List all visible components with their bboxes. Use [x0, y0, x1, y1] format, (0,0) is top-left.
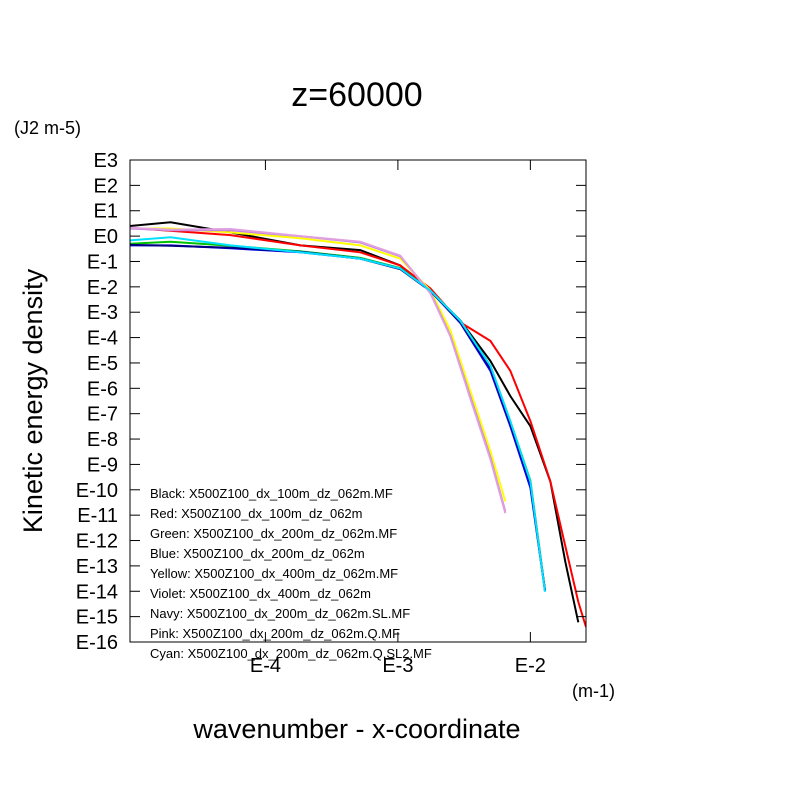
chart-title: z=60000	[291, 76, 422, 114]
legend-entry: Navy: X500Z100_dx_200m_dz_062m.SL.MF	[150, 606, 410, 621]
y-tick-label: E-4	[87, 328, 118, 350]
x-tick-label: E-2	[515, 655, 546, 677]
y-tick-label: E-16	[76, 632, 118, 654]
legend-entry: Pink: X500Z100_dx_200m_dz_062m.Q.MF	[150, 626, 400, 641]
series-line	[130, 226, 507, 514]
plot-frame	[129, 159, 587, 643]
series-line	[130, 226, 586, 628]
legend-entry: Black: X500Z100_dx_100m_dz_062m.MF	[150, 486, 393, 501]
y-tick-label: E-14	[76, 581, 118, 603]
y-tick-label: E-6	[87, 378, 118, 400]
y-tick-label: E3	[94, 150, 118, 172]
y-tick-label: E-13	[76, 556, 118, 578]
x-axis-label: wavenumber - x-coordinate	[192, 714, 520, 744]
y-tick-label: E-8	[87, 429, 118, 451]
series-line	[130, 236, 546, 592]
y-tick-label: E0	[94, 226, 118, 248]
y-tick-label: E-3	[87, 302, 118, 324]
y-tick-label: E-15	[76, 607, 118, 629]
y-tick-label: E-7	[87, 404, 118, 426]
y-tick-label: E-12	[76, 531, 118, 553]
y-tick-label: E-10	[76, 480, 118, 502]
y-tick-label: E2	[94, 175, 118, 197]
legend-entry: Cyan: X500Z100_dx_200m_dz_062m.Q.SL2.MF	[150, 646, 432, 661]
series-line	[130, 227, 507, 512]
legend-entry: Red: X500Z100_dx_100m_dz_062m	[150, 506, 362, 521]
y-tick-label: E-5	[87, 353, 118, 375]
y-axis-label: Kinetic energy density	[18, 268, 48, 533]
legend-entry: Blue: X500Z100_dx_200m_dz_062m	[150, 546, 365, 561]
series-line	[130, 227, 507, 502]
y-unit: (J2 m-5)	[14, 118, 81, 138]
y-tick-label: E-2	[87, 277, 118, 299]
x-tick-label: E-3	[382, 655, 413, 677]
legend-entry: Violet: X500Z100_dx_400m_dz_062m	[150, 586, 371, 601]
legend-entry: Yellow: X500Z100_dx_400m_dz_062m.MF	[150, 566, 398, 581]
legend-entry: Green: X500Z100_dx_200m_dz_062m.MF	[150, 526, 397, 541]
y-tick-label: E-11	[77, 505, 118, 527]
x-unit: (m-1)	[572, 681, 615, 701]
plot-lines	[130, 221, 586, 628]
y-tick-label: E1	[94, 201, 118, 223]
y-tick-label: E-9	[87, 454, 118, 476]
y-tick-label: E-1	[87, 251, 118, 273]
x-tick-label: E-4	[250, 655, 281, 677]
